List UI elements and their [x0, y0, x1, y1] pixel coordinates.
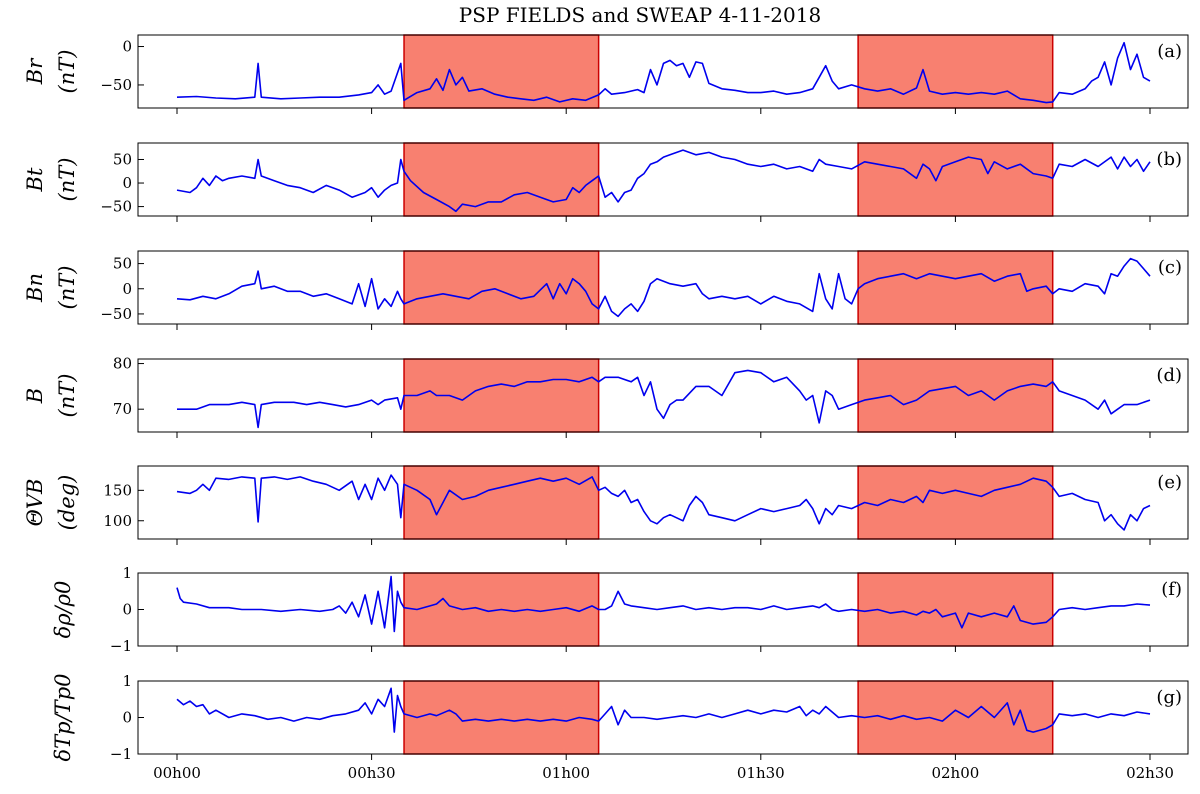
y-tick-label-c-1: 50	[113, 255, 132, 273]
y-axis-label-c: Bn	[23, 273, 47, 303]
shaded-interval-f-2	[857, 572, 1054, 647]
axes-frame-b	[137, 142, 1189, 217]
y-tick-label-b-1: 50	[113, 150, 132, 168]
x-tick-label-1: 00h00	[153, 764, 201, 782]
panel-tag-f: (f)	[1161, 579, 1182, 600]
y-axis-label-a: Br	[23, 57, 47, 85]
shaded-interval-e-1	[403, 465, 600, 540]
x-tick-label-6: 02h30	[1126, 764, 1174, 782]
y-axis-unit-c: (nT)	[55, 266, 79, 310]
series-line-f	[176, 575, 1151, 633]
y-tick-label-c-2: 0	[122, 280, 132, 298]
panel-tag-e: (e)	[1157, 472, 1182, 493]
y-tick-label-e-2: 100	[103, 512, 132, 530]
y-tick-label-a-2: −50	[100, 76, 132, 94]
series-line-e	[176, 474, 1151, 531]
y-axis-unit-b: (nT)	[55, 158, 79, 202]
chart-panels: 0 −50 (a) Br (nT) 50 0 −50 (b) Bt (nT) 50 0 −50 (c) Bn (…	[23, 34, 1189, 782]
panel-tag-g: (g)	[1156, 687, 1182, 708]
shaded-interval-e-2	[857, 465, 1054, 540]
y-tick-label-d-1: 80	[113, 355, 132, 373]
y-axis-label-f: δρ/ρ0	[51, 581, 75, 639]
x-tick-label-5: 02h00	[931, 764, 979, 782]
axes-frame-c	[137, 250, 1189, 325]
y-tick-label-f-3: −1	[110, 637, 132, 655]
x-tick-label-3: 01h00	[542, 764, 590, 782]
y-tick-label-g-3: −1	[110, 745, 132, 763]
y-tick-label-d-2: 70	[113, 400, 132, 418]
y-axis-label-b: Bt	[23, 167, 47, 192]
shaded-interval-g-1	[403, 680, 600, 755]
series-line-a	[176, 41, 1151, 104]
panel-tag-a: (a)	[1157, 41, 1182, 62]
axes-frame-e	[137, 465, 1189, 540]
shaded-interval-a-1	[403, 34, 600, 109]
axes-frame-a	[137, 34, 1189, 109]
panel-a: 0 −50 (a) Br (nT)	[23, 34, 1189, 114]
axes-frame-d	[137, 358, 1189, 433]
y-tick-label-b-3: −50	[100, 198, 132, 216]
series-line-b	[176, 149, 1151, 213]
shaded-interval-g-2	[857, 680, 1054, 755]
shaded-interval-c-1	[403, 250, 600, 325]
y-tick-label-a-1: 0	[122, 38, 132, 56]
shaded-interval-b-1	[403, 142, 600, 217]
panel-c: 50 0 −50 (c) Bn (nT)	[23, 250, 1189, 330]
y-axis-unit-a: (nT)	[55, 50, 79, 94]
panel-b: 50 0 −50 (b) Bt (nT)	[23, 142, 1189, 222]
shaded-interval-a-2	[857, 34, 1054, 109]
y-tick-label-e-1: 150	[103, 481, 132, 499]
panel-d: 80 70 (d) B (nT)	[23, 355, 1189, 438]
y-axis-unit-e: (deg)	[55, 475, 79, 531]
y-tick-label-f-1: 1	[122, 564, 132, 582]
series-line-c	[176, 257, 1151, 318]
y-tick-label-f-2: 0	[122, 601, 132, 619]
panel-f: 1 0 −1 (f) δρ/ρ0	[51, 564, 1189, 655]
x-tick-label-4: 01h30	[737, 764, 785, 782]
x-tick-label-2: 00h30	[348, 764, 396, 782]
y-tick-label-c-3: −50	[100, 305, 132, 323]
panel-e: 150 100 (e) ΘVB (deg)	[23, 465, 1189, 545]
y-axis-label-e: ΘVB	[23, 479, 47, 527]
y-tick-label-b-2: 0	[122, 174, 132, 192]
shaded-interval-c-2	[857, 250, 1054, 325]
panel-tag-b: (b)	[1156, 149, 1182, 170]
panel-tag-d: (d)	[1156, 365, 1182, 386]
y-axis-label-g: δTp/Tp0	[51, 674, 75, 762]
chart-title: PSP FIELDS and SWEAP 4-11-2018	[459, 3, 821, 27]
shaded-interval-b-2	[857, 142, 1054, 217]
y-axis-unit-d: (nT)	[55, 374, 79, 418]
y-tick-label-g-1: 1	[122, 672, 132, 690]
series-line-g	[176, 687, 1151, 733]
panel-g: 1 0 −1 00h00 00h30 01h00 01h30 02h00 02h30 (g) δTp…	[51, 672, 1189, 782]
series-line-d	[177, 369, 1151, 429]
y-axis-label-d: B	[23, 388, 47, 404]
y-tick-label-g-2: 0	[122, 709, 132, 727]
panel-tag-c: (c)	[1158, 257, 1182, 278]
shaded-interval-d-1	[403, 358, 600, 433]
